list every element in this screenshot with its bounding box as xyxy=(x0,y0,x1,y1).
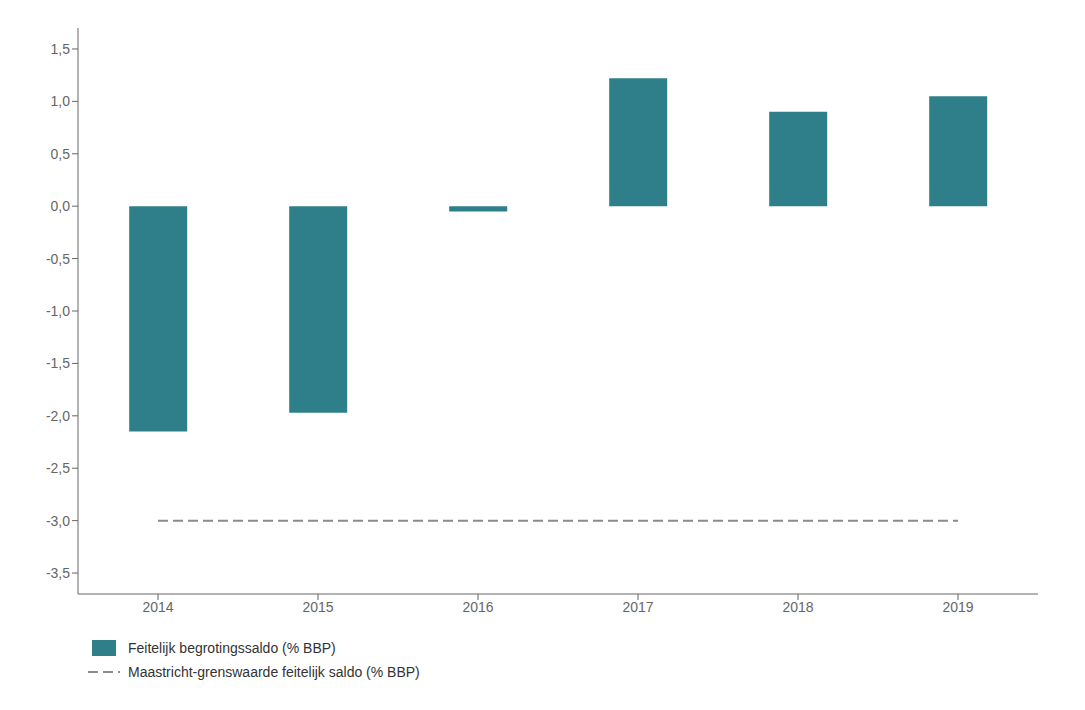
svg-text:-1,0: -1,0 xyxy=(46,303,70,319)
svg-text:-3,0: -3,0 xyxy=(46,513,70,529)
svg-text:1,0: 1,0 xyxy=(51,93,71,109)
svg-text:-1,5: -1,5 xyxy=(46,355,70,371)
svg-text:1,5: 1,5 xyxy=(51,41,71,57)
svg-text:2015: 2015 xyxy=(302,599,333,615)
svg-text:2017: 2017 xyxy=(622,599,653,615)
svg-text:0,0: 0,0 xyxy=(51,198,71,214)
html-text:Feitelijk begrotingssaldo (% B: Feitelijk begrotingssaldo (% BBP) xyxy=(128,640,336,656)
svg-text:2019: 2019 xyxy=(942,599,973,615)
svg-text:0,5: 0,5 xyxy=(51,146,71,162)
svg-text:-2,0: -2,0 xyxy=(46,408,70,424)
svg-text:-2,5: -2,5 xyxy=(46,460,70,476)
svg-text:2014: 2014 xyxy=(142,599,173,615)
svg-text:2018: 2018 xyxy=(782,599,813,615)
html-text:Maastricht-grenswaarde feiteli: Maastricht-grenswaarde feitelijk saldo (… xyxy=(128,664,420,680)
svg-text:-0,5: -0,5 xyxy=(46,251,70,267)
svg-text:2016: 2016 xyxy=(462,599,493,615)
svg-text:-3,5: -3,5 xyxy=(46,565,70,581)
